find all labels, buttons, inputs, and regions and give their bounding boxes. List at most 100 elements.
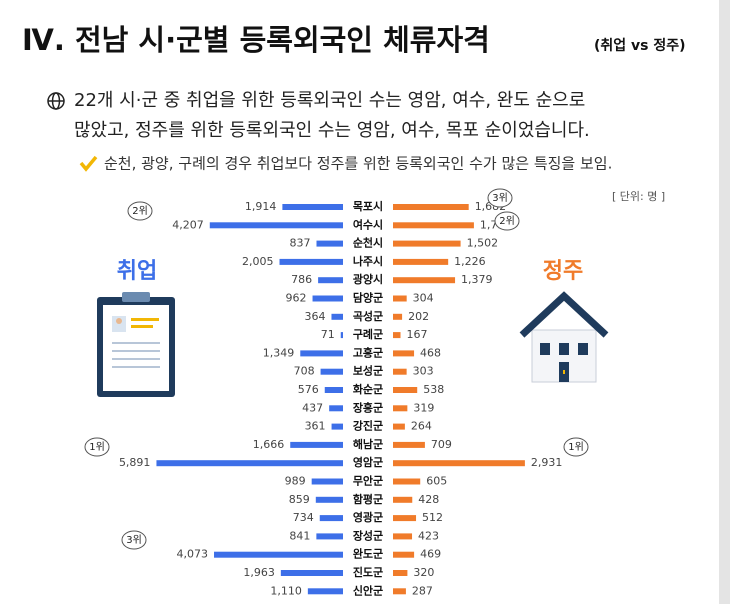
value-label: 841 [289,529,310,542]
rank-label: 3위 [492,191,508,204]
bar [311,478,343,485]
category-label: 고흥군 [353,345,383,359]
value-label: 1,914 [245,200,277,213]
chart-title: Ⅳ. 전남 시·군별 등록외국인 체류자격 [22,23,490,57]
value-label: 859 [289,493,310,506]
note: 22개 시·군 중 취업을 위한 등록외국인 수는 영암, 여수, 완도 순으로 [74,90,585,111]
rank-label: 1위 [89,440,105,453]
bar [316,533,343,540]
category-label: 진도군 [353,565,383,579]
bar [315,496,343,503]
bar [312,295,343,302]
value-label: 605 [426,475,447,488]
value-label: 576 [298,383,319,396]
bar [320,368,343,375]
value-label: 320 [413,566,434,579]
value-label: 304 [413,292,434,305]
value-label: 167 [407,328,428,341]
highlight: 순천, 광양, 구례의 경우 취업보다 정주를 위한 등록외국인 수가 많은 특… [104,155,612,173]
category-label: 무안군 [353,474,383,488]
legend-label: 정주 [543,259,583,284]
value-label: 71 [321,328,335,341]
category-label: 영광군 [353,511,383,524]
value-label: 786 [291,273,312,286]
value-label: 303 [413,365,434,378]
value-label: 709 [431,438,452,451]
bar [331,313,343,320]
value-label: 962 [286,292,307,305]
value-label: 202 [408,310,429,323]
bar [156,460,343,467]
category-label: 화순군 [353,382,383,396]
rank-badge [563,437,589,457]
bar [279,258,343,265]
category-label: 곡성군 [353,309,383,323]
value-label: 734 [293,511,314,524]
category-label: 영암군 [353,456,383,469]
category-label: 완도군 [353,548,383,561]
bar [393,222,474,229]
bar [393,313,403,320]
value-label: 1,666 [253,438,285,451]
value-label: 1,379 [461,273,493,286]
bar [319,515,343,522]
value-label: 469 [420,548,441,561]
bar [393,515,417,522]
category-label: 담양군 [353,291,383,305]
category-label: 신안군 [353,583,383,597]
value-label: 4,073 [177,548,209,561]
value-label: 423 [418,529,439,542]
bar [393,478,421,485]
value-label: 437 [302,401,323,414]
value-label: 4,207 [172,218,204,231]
bar [393,496,413,503]
bar [393,570,408,576]
value-label: 2,931 [531,456,563,469]
rank-badge [84,437,110,457]
bar [393,258,449,265]
value-label: 319 [413,401,434,414]
bar [329,405,343,412]
bar [393,332,401,339]
bar [393,204,469,210]
rank-label: 2위 [499,214,515,227]
house-icon [519,291,609,383]
value-label: 2,005 [242,255,274,268]
value-label: 538 [423,383,444,396]
legend-label: 취업 [117,259,157,284]
category-label: 함평군 [353,492,383,506]
value-label: 1,963 [243,566,275,579]
rank-badge [494,211,520,231]
bar [316,240,343,247]
rank-badge [121,530,147,550]
value-label: 361 [305,420,326,433]
value-label: 1,502 [467,237,499,250]
bar [282,204,343,210]
value-label: 5,891 [119,456,151,469]
category-label: 목포시 [353,200,383,213]
check-icon [79,155,98,172]
value-label: 287 [412,584,433,597]
rank-badge [127,201,153,221]
value-label: 364 [304,310,325,323]
side-strip [719,0,730,604]
title-suffix: (취업 vs 정주) [594,37,686,54]
value-label: 837 [289,237,310,250]
rank-label: 2위 [132,204,148,217]
category-label: 순천시 [353,236,383,250]
bar [393,441,425,448]
clipboard-icon [97,292,175,397]
bar [393,350,415,357]
bar [280,570,343,576]
rank-label: 3위 [126,533,142,546]
note: 많았고, 정주를 위한 등록외국인 수는 영암, 여수, 목포 순이었습니다. [74,120,590,141]
value-label: 989 [285,475,306,488]
value-label: 708 [294,365,315,378]
value-label: 512 [422,511,443,524]
value-label: 428 [418,493,439,506]
bar [393,368,407,375]
category-label: 장흥군 [353,400,383,414]
value-label: 468 [420,346,441,359]
bar [393,240,461,247]
